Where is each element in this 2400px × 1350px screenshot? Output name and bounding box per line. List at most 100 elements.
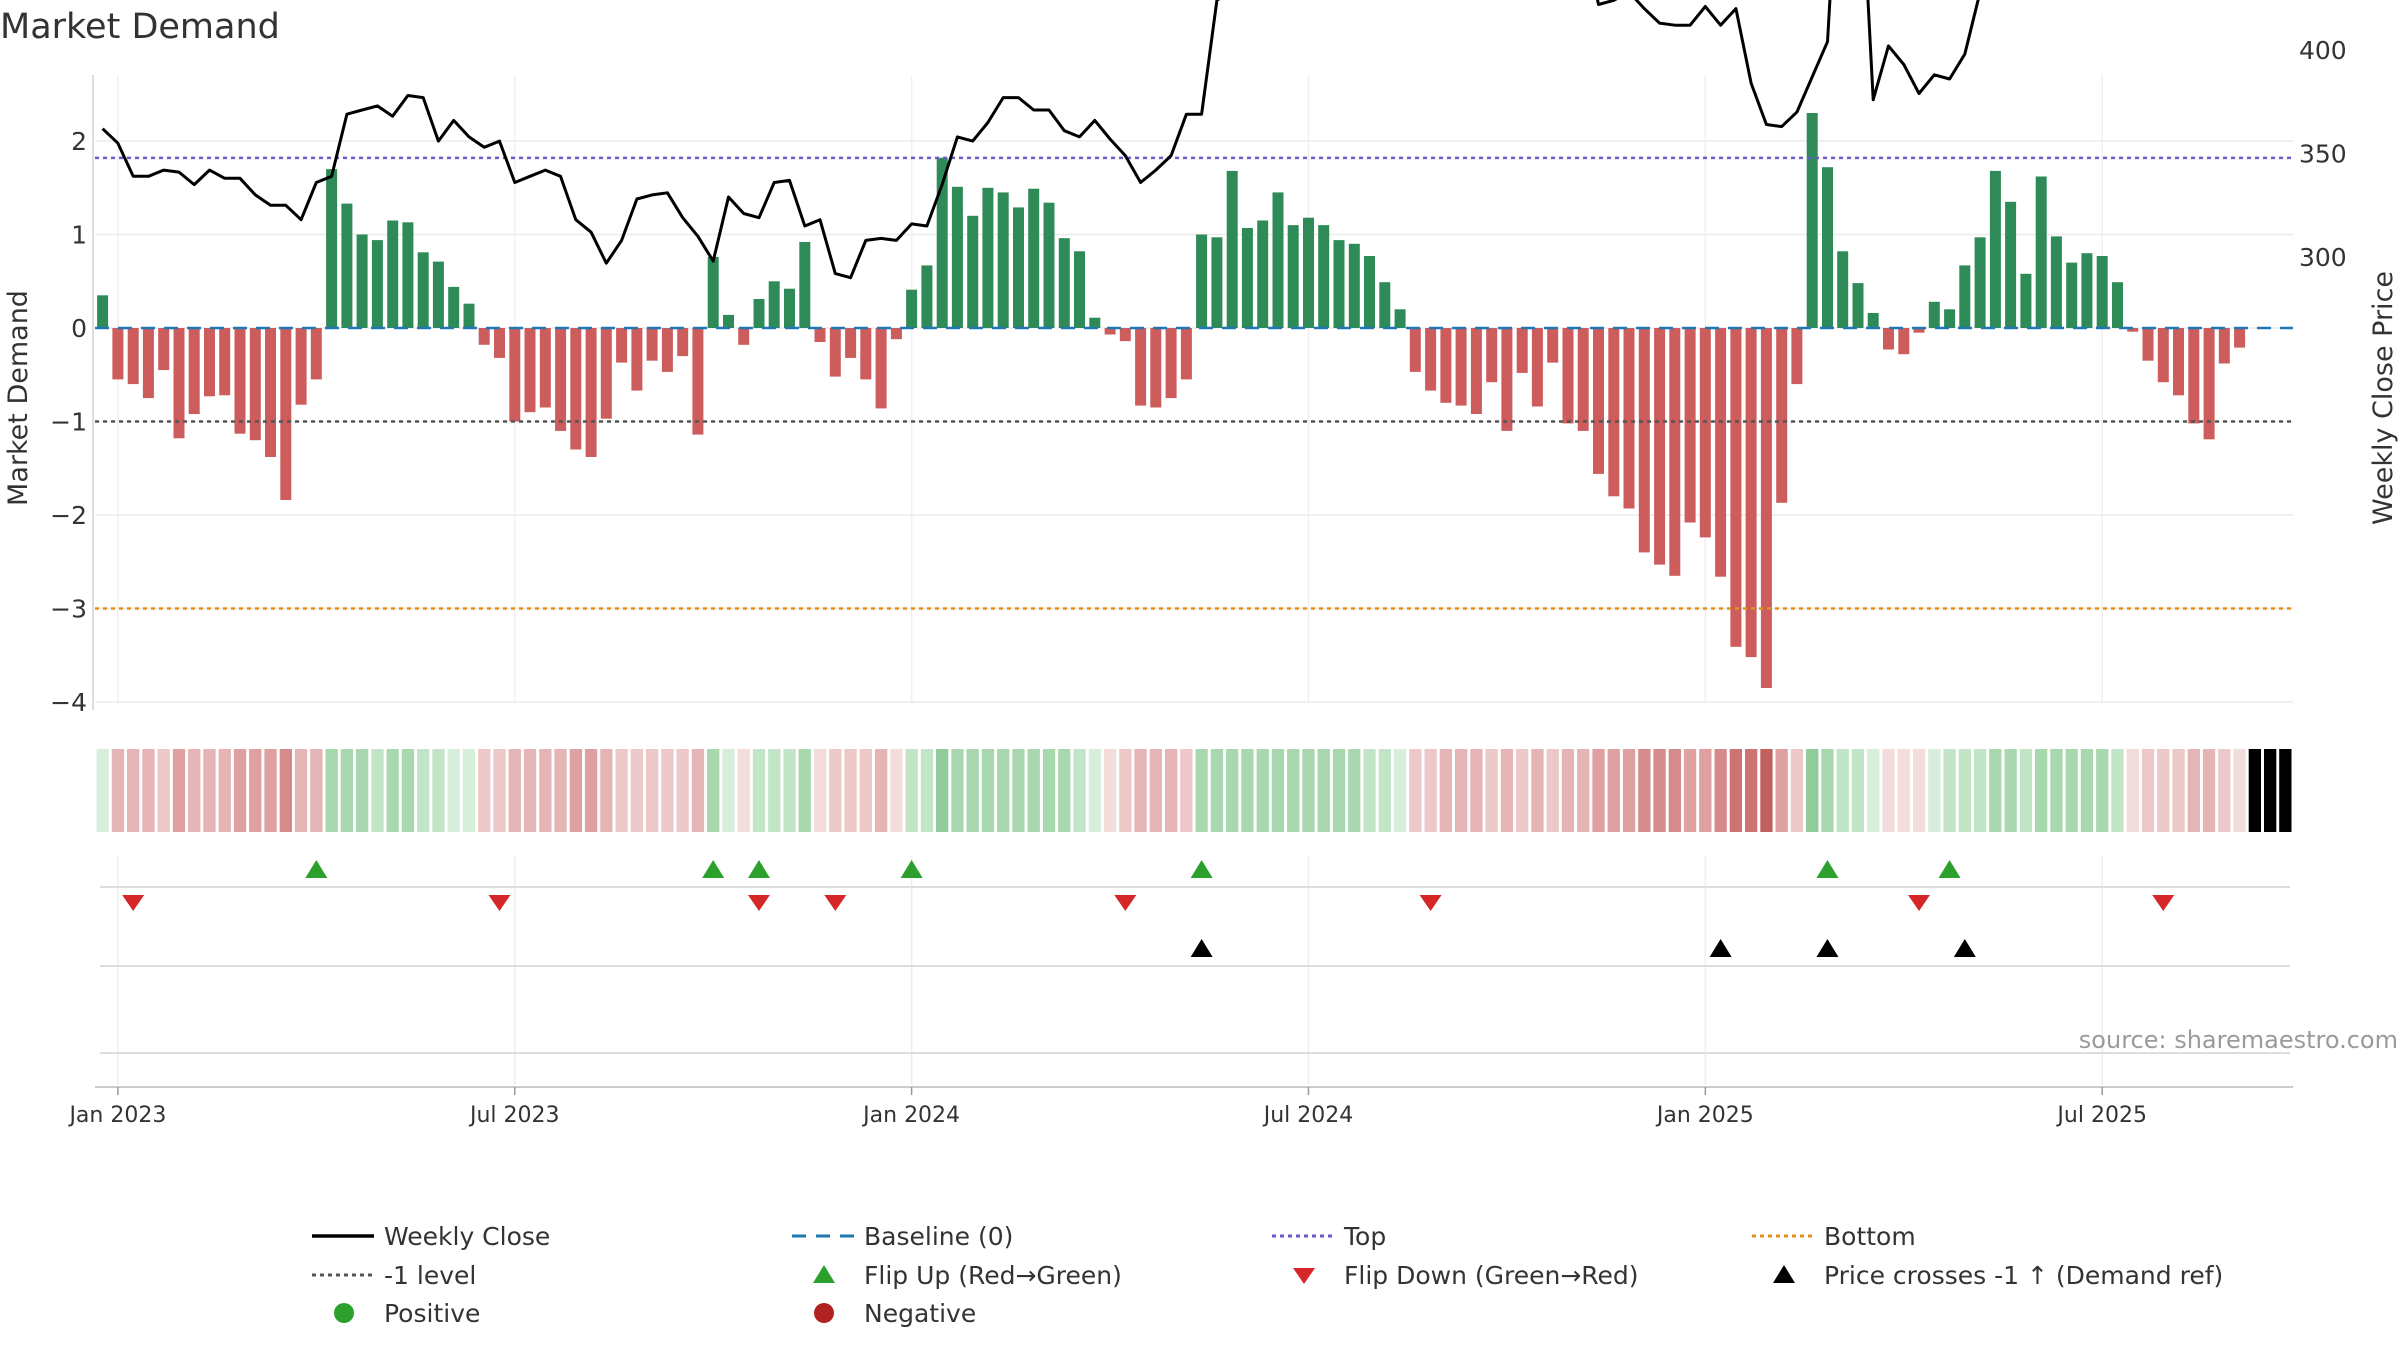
x-tick-label: Jul 2024: [1262, 1103, 1354, 1128]
demand-bar: [2203, 328, 2215, 440]
strip-cell: [1729, 749, 1742, 832]
strip-cell: [2004, 749, 2017, 832]
demand-bar: [1440, 328, 1452, 403]
demand-bar: [1638, 328, 1650, 553]
strip-cell: [920, 749, 934, 832]
strip-cell: [1790, 749, 1804, 832]
demand-bar: [1394, 309, 1406, 328]
strip-cell: [1821, 749, 1834, 832]
demand-bar: [1425, 328, 1437, 391]
strip-cell: [981, 749, 995, 832]
demand-bar: [2050, 236, 2062, 328]
strip-cell: [1577, 749, 1590, 832]
strip-cell: [1180, 749, 1193, 832]
demand-bar: [402, 222, 414, 328]
strip-cell: [905, 749, 918, 832]
demand-bar: [1760, 328, 1772, 688]
y2-tick-label: 300: [2299, 243, 2347, 272]
demand-bar: [97, 295, 109, 328]
demand-bar: [1165, 328, 1177, 399]
demand-bar: [280, 328, 292, 500]
strip-cell: [1332, 749, 1346, 832]
strip-cell: [462, 749, 476, 832]
strip-cell: [859, 749, 872, 832]
strip-cell: [432, 749, 445, 832]
strip-cell: [1073, 749, 1086, 832]
strip-cell: [264, 749, 277, 832]
strip-cell: [737, 749, 750, 832]
strip-cell: [1745, 749, 1758, 832]
flip-down-marker: [1908, 895, 1931, 911]
demand-bar: [1654, 328, 1666, 565]
strip-cell: [1149, 749, 1162, 832]
demand-bar: [310, 328, 322, 380]
demand-bar: [2020, 273, 2032, 328]
demand-bar: [1486, 328, 1498, 383]
demand-bar: [723, 314, 734, 328]
strip-cell: [508, 749, 521, 832]
strip-cell: [1439, 749, 1452, 832]
flip-down-marker: [2152, 895, 2175, 911]
x-tick-label: Jul 2023: [468, 1103, 560, 1128]
strip-cell: [1302, 749, 1315, 832]
strip-cell: [1195, 749, 1208, 832]
demand-bar: [341, 203, 353, 328]
demand-bar: [814, 328, 826, 342]
demand-bar: [478, 328, 490, 345]
demand-bar: [1089, 317, 1101, 328]
demand-bar: [1684, 328, 1696, 523]
demand-bar: [1837, 251, 1849, 328]
strip-cell: [1119, 749, 1132, 832]
strip-cell: [1409, 749, 1422, 832]
strip-cell: [1470, 749, 1483, 832]
demand-bar: [860, 328, 872, 380]
strip-cell: [600, 749, 613, 832]
strip-cell: [2126, 749, 2139, 832]
strip-cell: [966, 749, 979, 832]
strip-cell: [203, 749, 216, 832]
demand-bar: [2173, 328, 2184, 396]
y-tick-label: 2: [71, 127, 87, 156]
flip-down-marker: [122, 895, 145, 911]
strip-cell: [1516, 749, 1529, 832]
demand-bar: [509, 328, 521, 422]
strip-cell: [1806, 749, 1819, 832]
strip-cell: [127, 749, 140, 832]
demand-bar: [1257, 220, 1269, 328]
demand-bar: [1470, 328, 1482, 414]
strip-cell: [1363, 749, 1376, 832]
demand-bar: [448, 286, 460, 328]
strip-cell: [554, 749, 567, 832]
strip-cell: [493, 749, 506, 832]
y2-tick-label: 400: [2299, 36, 2347, 65]
demand-bar: [371, 240, 383, 328]
demand-bar: [265, 328, 276, 457]
flip-down-marker: [488, 895, 511, 911]
demand-bar: [982, 187, 994, 329]
legend-label: Price crosses -1 ↑ (Demand ref): [1824, 1261, 2223, 1290]
flip-down-marker: [824, 895, 847, 911]
demand-bar: [1791, 328, 1803, 385]
demand-bar: [692, 328, 704, 435]
strip-cell: [1958, 749, 1971, 832]
strip-cell: [218, 749, 231, 832]
strip-cell: [386, 749, 399, 832]
legend-swatch-circle: [334, 1303, 354, 1323]
demand-bar: [890, 328, 902, 340]
x-tick-label: Jan 2024: [861, 1103, 960, 1128]
demand-bar: [1348, 243, 1360, 328]
strip-cell: [1027, 749, 1040, 832]
legend-item: Flip Up (Red→Green): [813, 1261, 1122, 1290]
strip-cell: [233, 749, 247, 832]
demand-bar: [387, 220, 399, 328]
y-axis-label: Market Demand: [3, 290, 34, 506]
demand-bar: [1593, 328, 1604, 474]
strip-cell: [829, 749, 842, 832]
demand-bar: [1104, 328, 1116, 335]
strip-cell: [2096, 749, 2109, 832]
demand-bar: [1013, 207, 1024, 328]
strip-cell: [356, 749, 369, 832]
flip-up-marker: [305, 860, 328, 878]
strip-cell: [1592, 749, 1605, 832]
demand-bar: [646, 328, 658, 361]
